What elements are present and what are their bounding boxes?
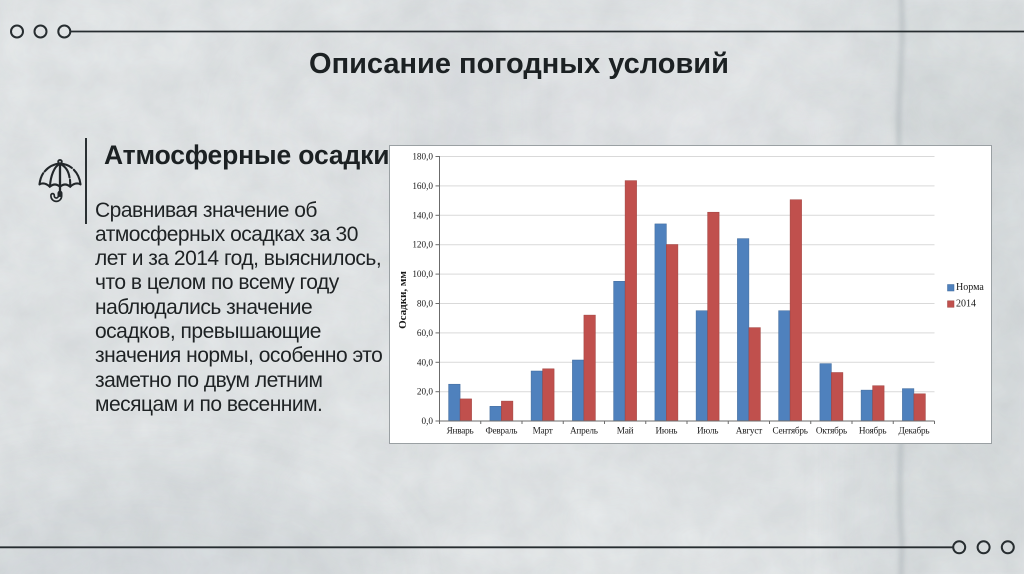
- svg-text:Ноябрь: Ноябрь: [859, 426, 887, 436]
- svg-text:Октябрь: Октябрь: [816, 426, 847, 436]
- svg-text:140,0: 140,0: [412, 210, 433, 220]
- svg-text:120,0: 120,0: [412, 240, 433, 250]
- svg-text:Осадки, мм: Осадки, мм: [397, 271, 409, 329]
- svg-text:40,0: 40,0: [417, 357, 433, 367]
- svg-text:180,0: 180,0: [412, 152, 433, 162]
- svg-text:60,0: 60,0: [417, 328, 433, 338]
- svg-text:Июль: Июль: [697, 426, 718, 436]
- svg-text:Декабрь: Декабрь: [898, 426, 929, 436]
- svg-text:Март: Март: [533, 426, 553, 436]
- svg-text:0,0: 0,0: [422, 416, 434, 426]
- svg-text:80,0: 80,0: [417, 299, 433, 309]
- svg-text:Норма: Норма: [956, 282, 984, 293]
- svg-text:Февраль: Февраль: [485, 426, 517, 436]
- svg-text:Апрель: Апрель: [570, 426, 598, 436]
- svg-text:160,0: 160,0: [412, 181, 433, 191]
- svg-text:Январь: Январь: [447, 426, 474, 436]
- svg-text:2014: 2014: [956, 298, 976, 309]
- svg-text:20,0: 20,0: [417, 387, 433, 397]
- svg-text:Сентябрь: Сентябрь: [772, 426, 807, 436]
- svg-text:Июнь: Июнь: [655, 426, 677, 436]
- svg-text:100,0: 100,0: [412, 269, 433, 279]
- svg-text:Август: Август: [736, 426, 762, 436]
- svg-text:Май: Май: [617, 426, 634, 436]
